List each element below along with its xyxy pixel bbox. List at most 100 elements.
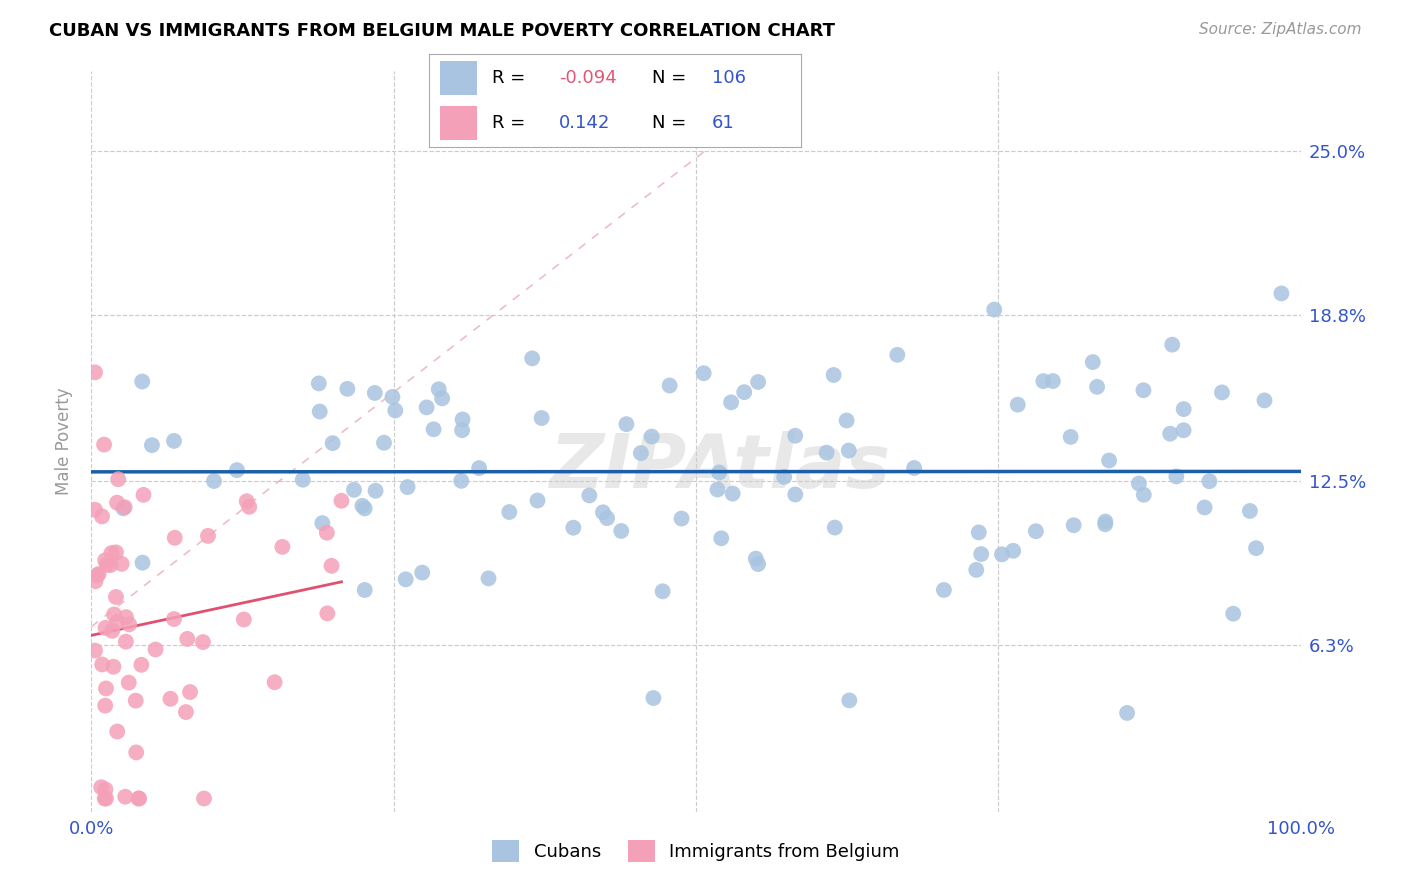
Point: [336, 382, 359, 396]
Point: [308, 404, 330, 418]
Point: [498, 505, 520, 519]
Point: [721, 486, 744, 500]
Point: [630, 446, 652, 460]
Point: [104, 590, 127, 604]
Point: [94, 621, 117, 635]
Point: [1132, 384, 1154, 398]
Point: [932, 582, 955, 597]
Point: [838, 443, 860, 458]
Point: [835, 413, 858, 427]
Point: [965, 563, 987, 577]
Point: [132, 488, 155, 502]
Point: [84, 574, 107, 589]
Point: [125, 746, 148, 760]
Point: [824, 520, 846, 534]
Text: R =: R =: [492, 114, 526, 132]
Point: [886, 348, 908, 362]
Point: [1094, 517, 1116, 532]
Point: [1161, 337, 1184, 351]
Point: [1032, 374, 1054, 388]
Point: [838, 693, 860, 707]
Point: [1173, 402, 1195, 417]
Point: [671, 511, 693, 525]
Point: [93, 791, 115, 805]
Point: [86, 568, 108, 582]
Point: [96, 558, 118, 572]
Point: [815, 445, 838, 459]
Point: [692, 366, 714, 380]
Point: [395, 572, 418, 586]
Point: [316, 607, 339, 621]
Point: [128, 791, 150, 805]
Point: [415, 401, 437, 415]
Point: [193, 791, 215, 805]
Point: [706, 483, 728, 497]
Point: [451, 423, 474, 437]
Point: [125, 693, 148, 707]
Bar: [440, 106, 477, 140]
Text: 61: 61: [711, 114, 735, 132]
Point: [1166, 469, 1188, 483]
Text: -0.094: -0.094: [560, 69, 617, 87]
Point: [263, 675, 285, 690]
Point: [238, 500, 260, 514]
Legend: Cubans, Immigrants from Belgium: Cubans, Immigrants from Belgium: [485, 833, 907, 870]
Bar: [440, 61, 477, 95]
Point: [115, 634, 138, 648]
Point: [823, 368, 845, 382]
Point: [1002, 543, 1025, 558]
Point: [991, 547, 1014, 561]
Point: [93, 437, 115, 451]
Point: [1270, 286, 1292, 301]
Point: [1239, 504, 1261, 518]
Point: [1081, 355, 1104, 369]
Point: [87, 567, 110, 582]
Point: [785, 487, 807, 501]
Point: [111, 557, 134, 571]
Point: [330, 493, 353, 508]
Point: [94, 791, 117, 805]
Point: [526, 493, 548, 508]
Point: [84, 365, 107, 379]
Point: [235, 494, 257, 508]
Point: [105, 724, 128, 739]
Point: [733, 385, 755, 400]
Point: [1007, 398, 1029, 412]
Point: [118, 675, 141, 690]
Point: [94, 681, 117, 696]
Point: [94, 782, 117, 797]
Point: [1244, 541, 1267, 556]
Text: 106: 106: [711, 69, 747, 87]
Text: ZIPAtlas: ZIPAtlas: [550, 432, 891, 505]
Point: [747, 557, 769, 571]
Point: [131, 375, 153, 389]
Point: [381, 390, 404, 404]
Point: [1025, 524, 1047, 539]
Point: [315, 525, 337, 540]
Point: [176, 632, 198, 646]
Point: [468, 461, 491, 475]
Point: [100, 558, 122, 572]
Point: [174, 705, 197, 719]
Point: [179, 685, 201, 699]
Point: [163, 434, 186, 448]
Point: [353, 582, 375, 597]
Point: [477, 571, 499, 585]
Point: [1194, 500, 1216, 515]
Point: [202, 474, 225, 488]
Point: [520, 351, 543, 366]
Point: [84, 502, 107, 516]
Point: [1198, 475, 1220, 489]
Point: [1116, 706, 1139, 720]
Point: [903, 461, 925, 475]
Point: [643, 691, 665, 706]
Point: [343, 483, 366, 497]
Point: [159, 691, 181, 706]
Point: [651, 584, 673, 599]
Point: [141, 438, 163, 452]
Text: N =: N =: [652, 114, 686, 132]
Point: [411, 566, 433, 580]
Y-axis label: Male Poverty: Male Poverty: [55, 388, 73, 495]
Point: [197, 529, 219, 543]
Point: [720, 395, 742, 409]
